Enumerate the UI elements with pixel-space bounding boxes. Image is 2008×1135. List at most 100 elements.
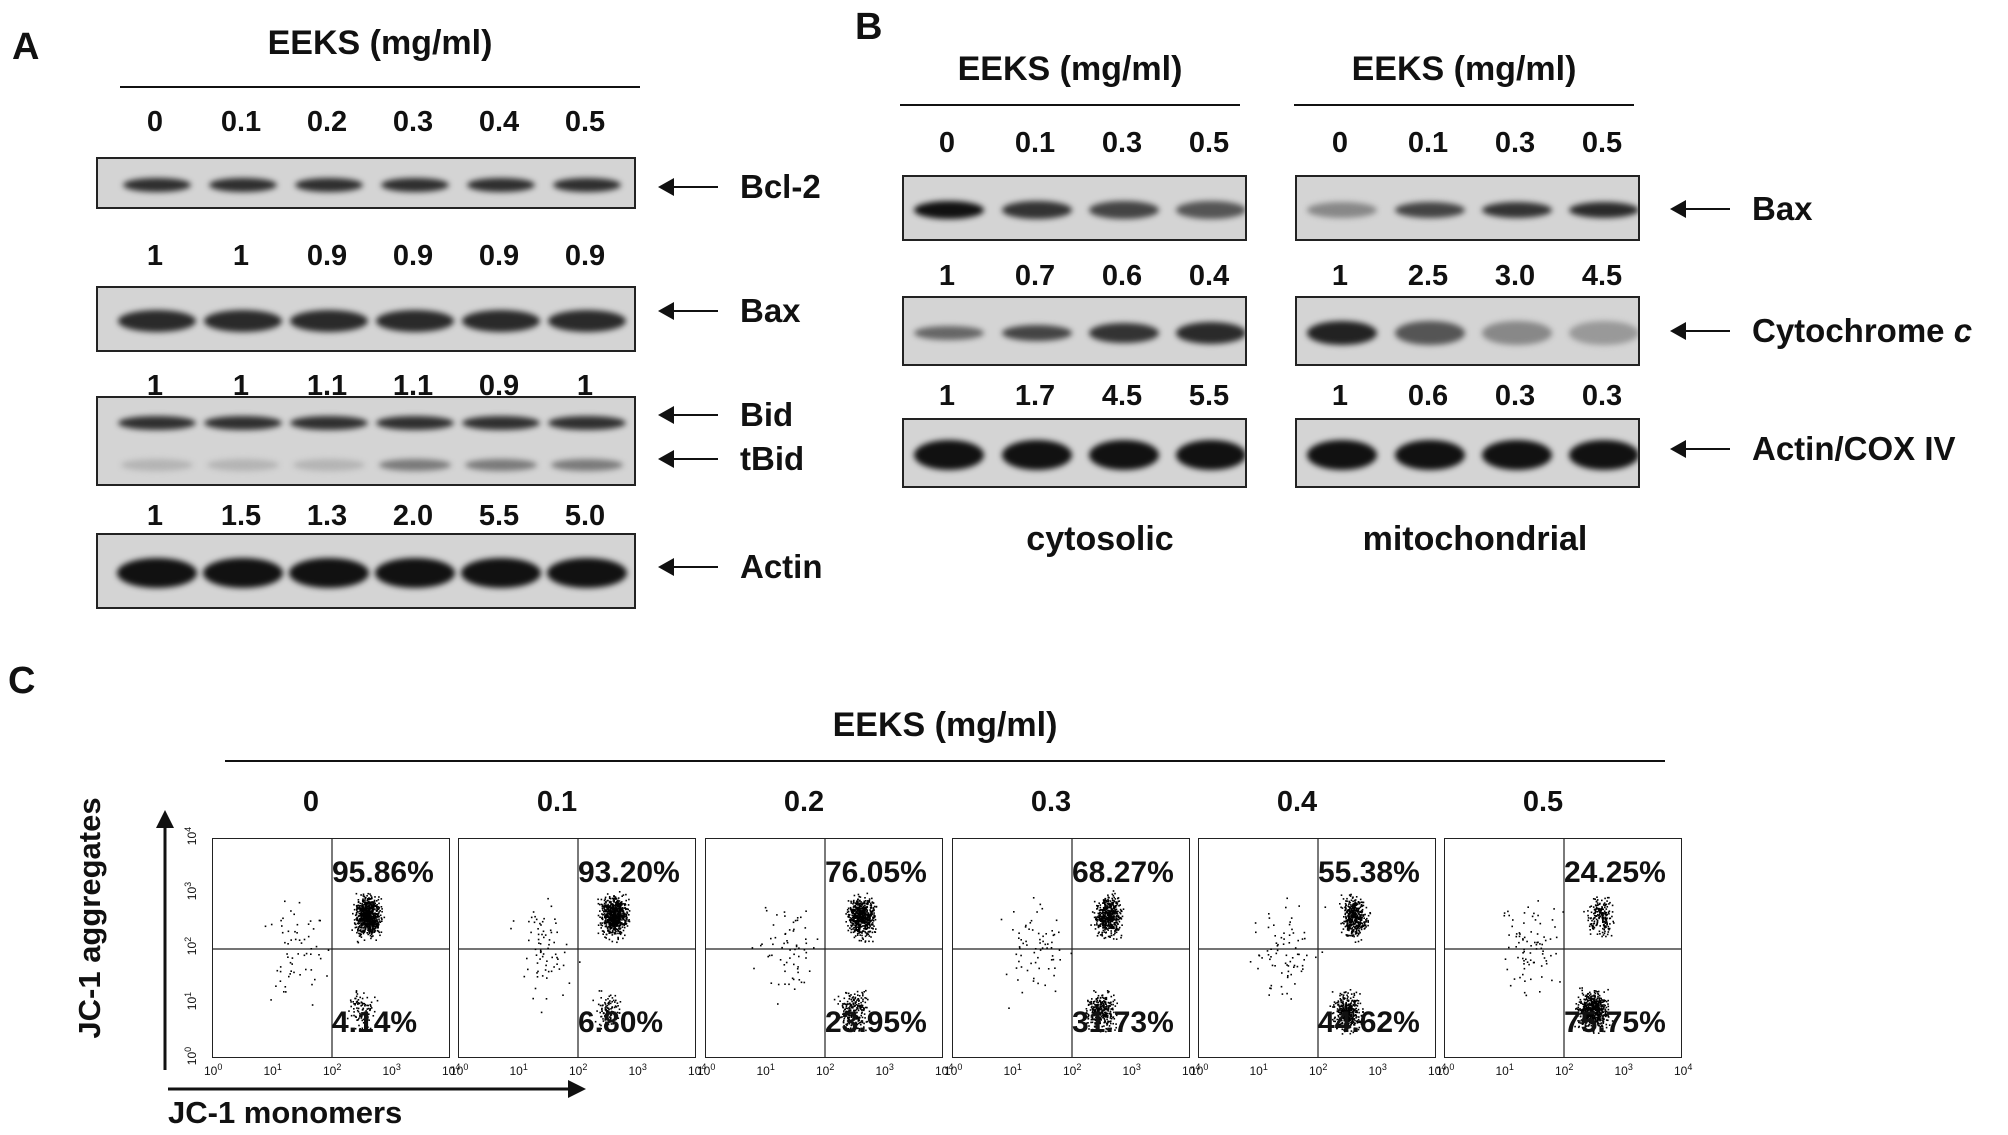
- blot-band: [914, 326, 984, 340]
- blot-label: Actin: [658, 548, 823, 586]
- tick-base: 10: [1122, 1064, 1136, 1078]
- tick-base: 10: [1614, 1064, 1628, 1078]
- tick-exponent: 0: [710, 1062, 716, 1072]
- panel-c-header: EEKS (mg/ml): [832, 706, 1058, 744]
- upper-right-percentage: 95.86%: [332, 856, 434, 889]
- x-tick-label: 103: [1369, 1062, 1387, 1078]
- y-tick-label: 100: [183, 1047, 199, 1065]
- dose-label: 0.4: [478, 106, 520, 138]
- panel-b-label-actin-cox: Actin/COX IV: [1670, 430, 1956, 468]
- dose-label: 0.2: [783, 786, 825, 818]
- lower-right-percentage: 44.62%: [1318, 1006, 1420, 1039]
- blot-band: [1569, 321, 1638, 345]
- blot-band: [1307, 321, 1377, 345]
- blot-band: [1482, 202, 1552, 218]
- lower-right-percentage: 4.14%: [332, 1006, 418, 1039]
- x-tick-label: 102: [1063, 1062, 1081, 1078]
- western-blot: [96, 157, 636, 209]
- blot-label-text: Bid: [740, 396, 794, 433]
- tick-exponent: 0: [463, 1062, 469, 1072]
- quant-value: 5.5: [1188, 380, 1230, 412]
- panel-b-cytosolic-line: [900, 104, 1240, 106]
- tick-exponent: 3: [1381, 1062, 1387, 1072]
- dose-label: 0.3: [392, 106, 434, 138]
- x-tick-label: 101: [757, 1062, 775, 1078]
- x-tick-label: 101: [1004, 1062, 1022, 1078]
- x-tick-label: 101: [1250, 1062, 1268, 1078]
- dose-label: 0.1: [1407, 127, 1449, 159]
- x-tick-label: 103: [1615, 1062, 1633, 1078]
- y-tick-label: 103: [183, 882, 199, 900]
- blot-band: [914, 440, 984, 470]
- scatter-plot: [459, 839, 695, 1057]
- tick-base: 10: [450, 1064, 464, 1078]
- quant-value: 2.0: [392, 500, 434, 532]
- quant-value: 0.9: [392, 240, 434, 272]
- scatter-plot: [1445, 839, 1681, 1057]
- blot-band: [123, 178, 191, 192]
- panel-b-label-bax: Bax: [1670, 190, 1813, 228]
- tick-base: 10: [944, 1064, 958, 1078]
- arrow-icon: [1670, 200, 1730, 218]
- blot-band: [1569, 202, 1638, 218]
- quant-value: 4.5: [1581, 260, 1623, 292]
- blot-band: [1569, 440, 1638, 470]
- quant-value: 1: [232, 370, 250, 402]
- quant-value: 1: [232, 240, 250, 272]
- arrow-icon: [1670, 322, 1730, 340]
- blot-band: [204, 310, 282, 332]
- quant-value: 4.5: [1101, 380, 1143, 412]
- quant-value: 1.5: [220, 500, 262, 532]
- x-tick-label: 102: [323, 1062, 341, 1078]
- panel-b-footer-cytosolic: cytosolic: [1026, 520, 1174, 558]
- quant-value: 0.7: [1014, 260, 1056, 292]
- blot-label-text: tBid: [740, 440, 805, 477]
- x-tick-label: 100: [450, 1062, 468, 1078]
- x-tick-label: 100: [697, 1062, 715, 1078]
- panel-c-header-line: [225, 760, 1665, 762]
- western-blot: [902, 418, 1247, 488]
- blot-band: [1176, 322, 1245, 344]
- y-axis-label: JC-1 aggregates: [72, 797, 107, 1039]
- tick-base: 10: [697, 1064, 711, 1078]
- tick-exponent: 0: [957, 1062, 963, 1072]
- blot-band: [1002, 440, 1072, 470]
- blot-label-text: Actin: [740, 548, 823, 585]
- dose-label: 0.3: [1030, 786, 1072, 818]
- tick-base: 10: [756, 1064, 770, 1078]
- x-tick-label: 101: [1496, 1062, 1514, 1078]
- dose-label: 0.5: [1522, 786, 1564, 818]
- dose-label: 0.1: [536, 786, 578, 818]
- tick-exponent: 2: [183, 936, 194, 942]
- blot-band: [376, 310, 454, 332]
- blot-band: [1002, 201, 1072, 219]
- tick-exponent: 3: [1627, 1062, 1633, 1072]
- tick-base: 10: [204, 1064, 218, 1078]
- lower-right-percentage: 6.80%: [578, 1006, 664, 1039]
- tick-base: 10: [1674, 1064, 1688, 1078]
- tick-exponent: 2: [1568, 1062, 1574, 1072]
- tick-exponent: 3: [641, 1062, 647, 1072]
- quant-value: 1: [938, 380, 956, 412]
- blot-band: [553, 178, 621, 192]
- panel-b-letter: B: [855, 6, 883, 48]
- tick-exponent: 1: [1508, 1062, 1514, 1072]
- dose-label: 0.5: [1581, 127, 1623, 159]
- tick-base: 10: [509, 1064, 523, 1078]
- tick-exponent: 4: [701, 1062, 707, 1072]
- upper-right-percentage: 76.05%: [825, 856, 927, 889]
- tick-base: 10: [816, 1064, 830, 1078]
- tick-exponent: 1: [1262, 1062, 1268, 1072]
- quant-value: 0.6: [1101, 260, 1143, 292]
- flow-cytometry-plot: [212, 838, 450, 1058]
- flow-cytometry-plot: [1198, 838, 1436, 1058]
- blot-band: [548, 416, 626, 430]
- blot-label: Bax: [658, 292, 801, 330]
- tick-base: 10: [185, 886, 200, 901]
- scatter-plot: [213, 839, 449, 1057]
- tick-exponent: 2: [1322, 1062, 1328, 1072]
- lower-right-percentage: 23.95%: [825, 1006, 927, 1039]
- blot-band: [209, 178, 277, 192]
- x-tick-label: 102: [1309, 1062, 1327, 1078]
- blot-band: [462, 310, 540, 332]
